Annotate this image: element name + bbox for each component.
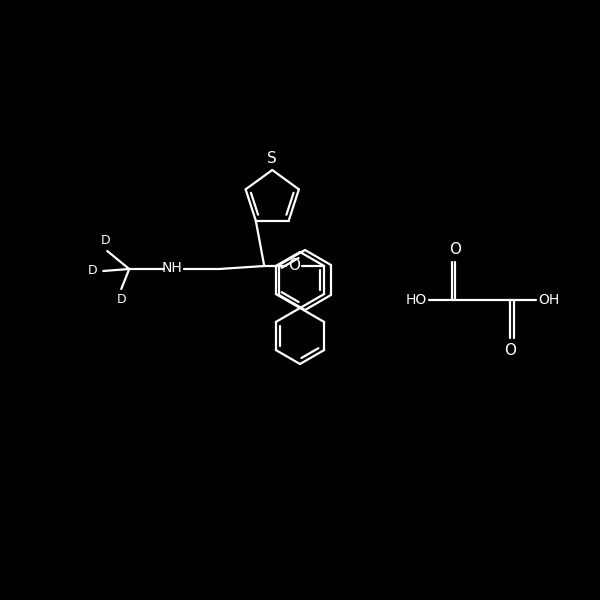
Text: NH: NH bbox=[161, 261, 182, 275]
Text: D: D bbox=[88, 265, 97, 277]
Text: O: O bbox=[288, 259, 300, 274]
Text: HO: HO bbox=[406, 293, 427, 307]
Text: D: D bbox=[100, 234, 110, 247]
Text: S: S bbox=[268, 151, 277, 166]
Text: D: D bbox=[116, 293, 126, 306]
Text: OH: OH bbox=[538, 293, 559, 307]
Text: O: O bbox=[449, 242, 461, 257]
Text: O: O bbox=[504, 343, 516, 358]
